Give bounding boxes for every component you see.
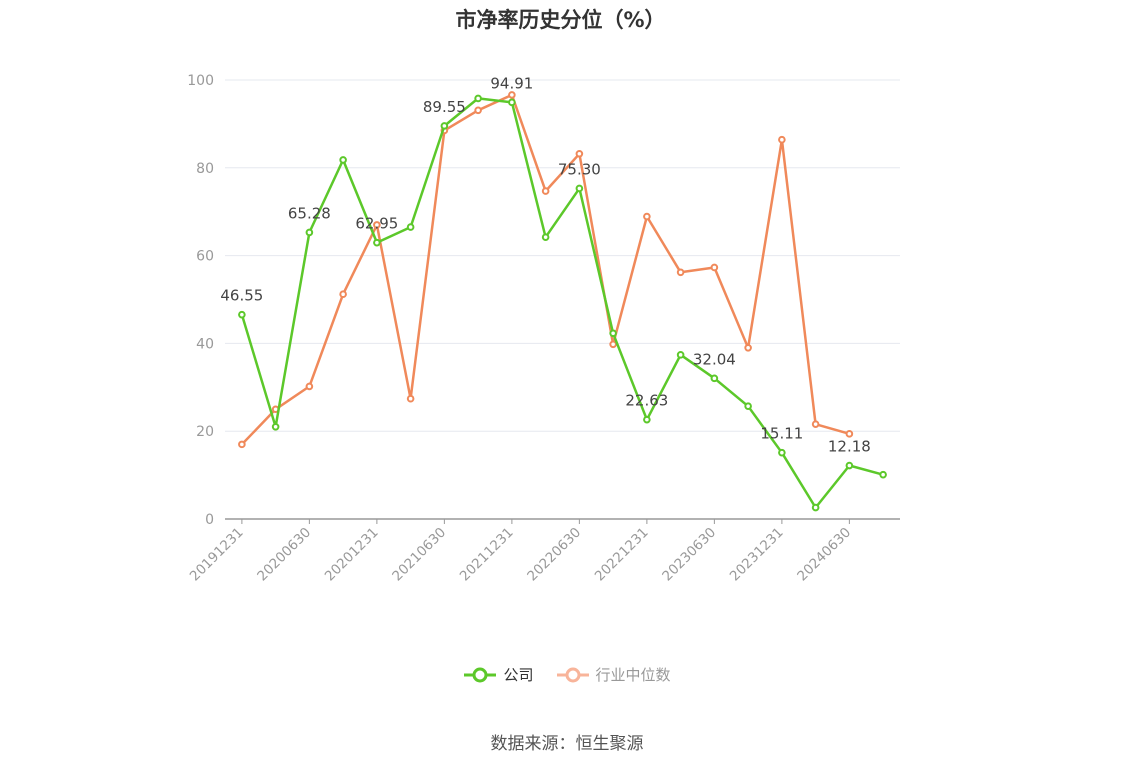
data-point	[845, 430, 854, 438]
chart-title: 市净率历史分位（%）	[455, 8, 666, 32]
y-tick-label: 20	[196, 424, 214, 440]
data-label: 89.55	[423, 98, 466, 116]
data-point	[879, 470, 887, 479]
x-tick-label: 20221231	[592, 525, 652, 585]
data-point	[271, 423, 280, 431]
x-tick-label: 20230630	[659, 525, 719, 585]
data-label: 15.11	[760, 425, 803, 443]
data-point	[373, 221, 381, 229]
data-point	[305, 382, 314, 391]
x-tick-label: 20211231	[457, 525, 517, 585]
legend-item-industry-median[interactable]: 行业中位数	[556, 664, 671, 685]
legend-swatch-company-icon	[464, 667, 497, 682]
data-label: 12.18	[828, 438, 871, 456]
data-point	[238, 440, 246, 449]
data-label: 94.91	[490, 74, 533, 92]
data-point	[474, 94, 482, 103]
data-label: 75.30	[558, 160, 601, 178]
x-tick-label: 20231231	[727, 525, 787, 585]
legend-item-company[interactable]: 公司	[463, 664, 534, 685]
data-point	[710, 263, 719, 272]
x-tick-label: 20220630	[524, 525, 584, 585]
data-point	[710, 374, 719, 383]
data-source-note: 数据来源：恒生聚源	[490, 734, 644, 754]
data-label: 32.04	[693, 350, 736, 368]
data-label: 65.28	[288, 204, 331, 222]
data-point	[575, 184, 584, 193]
data-point	[440, 122, 449, 130]
data-point	[305, 228, 314, 237]
data-point	[541, 187, 550, 195]
x-tick-label: 20240630	[794, 525, 854, 585]
data-point	[508, 98, 516, 107]
data-point	[744, 402, 752, 410]
data-point	[508, 91, 516, 99]
series-line	[240, 93, 850, 446]
data-point	[744, 343, 752, 352]
data-point	[373, 238, 381, 247]
data-point	[609, 340, 617, 349]
data-point	[474, 106, 482, 115]
data-label: 46.55	[220, 287, 263, 305]
y-tick-label: 0	[205, 512, 214, 528]
data-point	[845, 461, 854, 470]
y-tick-label: 100	[187, 73, 214, 89]
data-point	[643, 415, 651, 424]
legend-label-company: 公司	[503, 666, 534, 684]
data-point	[339, 290, 347, 299]
series-company	[238, 94, 887, 512]
legend-label-industry-median: 行业中位数	[595, 666, 671, 684]
data-point	[778, 135, 786, 144]
data-point	[609, 329, 617, 338]
legend-swatch-industry-icon	[556, 667, 589, 682]
y-tick-label: 60	[196, 249, 214, 265]
x-tick-label: 20200630	[254, 525, 314, 585]
x-tick-label: 20191231	[187, 525, 247, 585]
data-point	[643, 212, 651, 221]
data-point	[406, 223, 415, 231]
y-tick-label: 40	[196, 336, 214, 352]
x-tick-label: 20210630	[389, 525, 449, 585]
data-point	[575, 149, 584, 158]
data-point	[676, 268, 685, 277]
data-point	[541, 233, 550, 241]
series-line	[240, 97, 884, 509]
data-point	[676, 351, 685, 359]
data-point	[778, 448, 786, 457]
data-label: 62.95	[355, 215, 398, 233]
data-point	[811, 503, 820, 512]
y-tick-label: 80	[196, 161, 214, 177]
data-point	[406, 394, 415, 403]
data-point	[238, 310, 246, 319]
series-industry-median	[238, 91, 854, 449]
data-point	[339, 156, 347, 164]
x-tick-label: 20201231	[322, 525, 382, 585]
legend: 公司 行业中位数	[0, 664, 1134, 685]
data-label: 22.63	[625, 392, 668, 410]
data-point	[811, 420, 820, 428]
